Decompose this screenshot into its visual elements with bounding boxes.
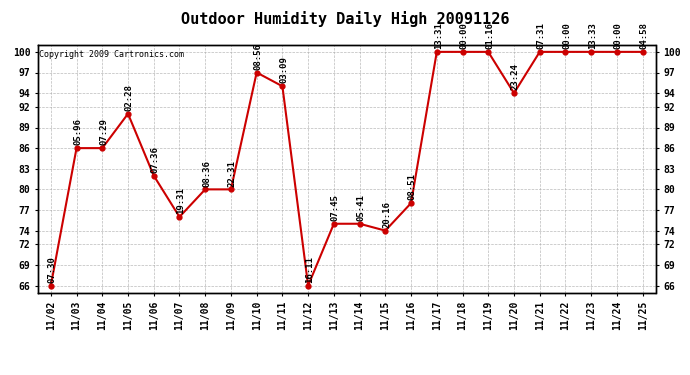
Text: 08:51: 08:51 (408, 174, 417, 200)
Text: 08:56: 08:56 (253, 43, 263, 70)
Text: 07:29: 07:29 (99, 118, 108, 146)
Text: 13:31: 13:31 (434, 22, 443, 49)
Text: Outdoor Humidity Daily High 20091126: Outdoor Humidity Daily High 20091126 (181, 11, 509, 27)
Text: 02:28: 02:28 (125, 84, 134, 111)
Text: 00:00: 00:00 (614, 22, 623, 49)
Text: 07:30: 07:30 (48, 256, 57, 283)
Text: 05:41: 05:41 (357, 194, 366, 221)
Text: 13:33: 13:33 (588, 22, 597, 49)
Text: 07:45: 07:45 (331, 194, 339, 221)
Text: 23:24: 23:24 (511, 63, 520, 90)
Text: 07:36: 07:36 (150, 146, 159, 173)
Text: 03:09: 03:09 (279, 57, 288, 84)
Text: Copyright 2009 Cartronics.com: Copyright 2009 Cartronics.com (39, 50, 184, 59)
Text: 16:11: 16:11 (305, 256, 314, 283)
Text: 08:36: 08:36 (202, 160, 211, 187)
Text: 05:96: 05:96 (73, 118, 82, 146)
Text: 07:31: 07:31 (537, 22, 546, 49)
Text: 00:00: 00:00 (460, 22, 469, 49)
Text: 00:00: 00:00 (562, 22, 571, 49)
Text: 20:16: 20:16 (382, 201, 391, 228)
Text: 04:58: 04:58 (640, 22, 649, 49)
Text: 19:31: 19:31 (177, 187, 186, 214)
Text: 22:31: 22:31 (228, 160, 237, 187)
Text: 01:16: 01:16 (485, 22, 494, 49)
